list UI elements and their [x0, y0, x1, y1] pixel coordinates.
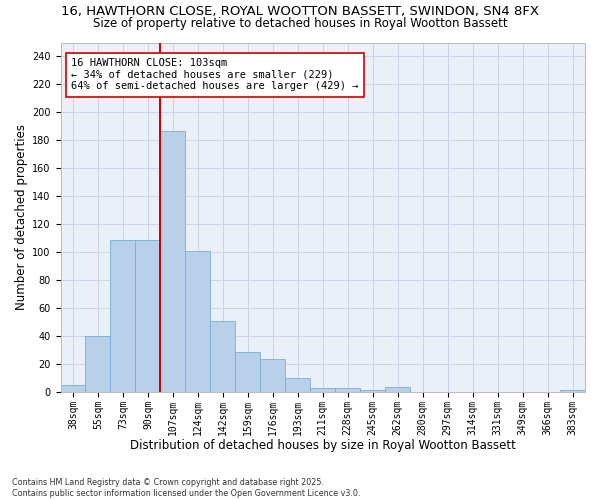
- Bar: [385, 387, 410, 392]
- Bar: [185, 251, 211, 392]
- Bar: [235, 352, 260, 393]
- Text: Size of property relative to detached houses in Royal Wootton Bassett: Size of property relative to detached ho…: [92, 18, 508, 30]
- X-axis label: Distribution of detached houses by size in Royal Wootton Bassett: Distribution of detached houses by size …: [130, 440, 515, 452]
- Bar: [211, 321, 235, 392]
- Bar: [360, 390, 385, 392]
- Text: 16, HAWTHORN CLOSE, ROYAL WOOTTON BASSETT, SWINDON, SN4 8FX: 16, HAWTHORN CLOSE, ROYAL WOOTTON BASSET…: [61, 5, 539, 18]
- Bar: [136, 240, 160, 392]
- Bar: [285, 378, 310, 392]
- Text: Contains HM Land Registry data © Crown copyright and database right 2025.
Contai: Contains HM Land Registry data © Crown c…: [12, 478, 361, 498]
- Text: 16 HAWTHORN CLOSE: 103sqm
← 34% of detached houses are smaller (229)
64% of semi: 16 HAWTHORN CLOSE: 103sqm ← 34% of detac…: [71, 58, 359, 92]
- Bar: [560, 390, 585, 392]
- Bar: [61, 386, 85, 392]
- Bar: [260, 359, 285, 392]
- Bar: [160, 130, 185, 392]
- Bar: [85, 336, 110, 392]
- Bar: [335, 388, 360, 392]
- Bar: [110, 240, 136, 392]
- Y-axis label: Number of detached properties: Number of detached properties: [15, 124, 28, 310]
- Bar: [310, 388, 335, 392]
